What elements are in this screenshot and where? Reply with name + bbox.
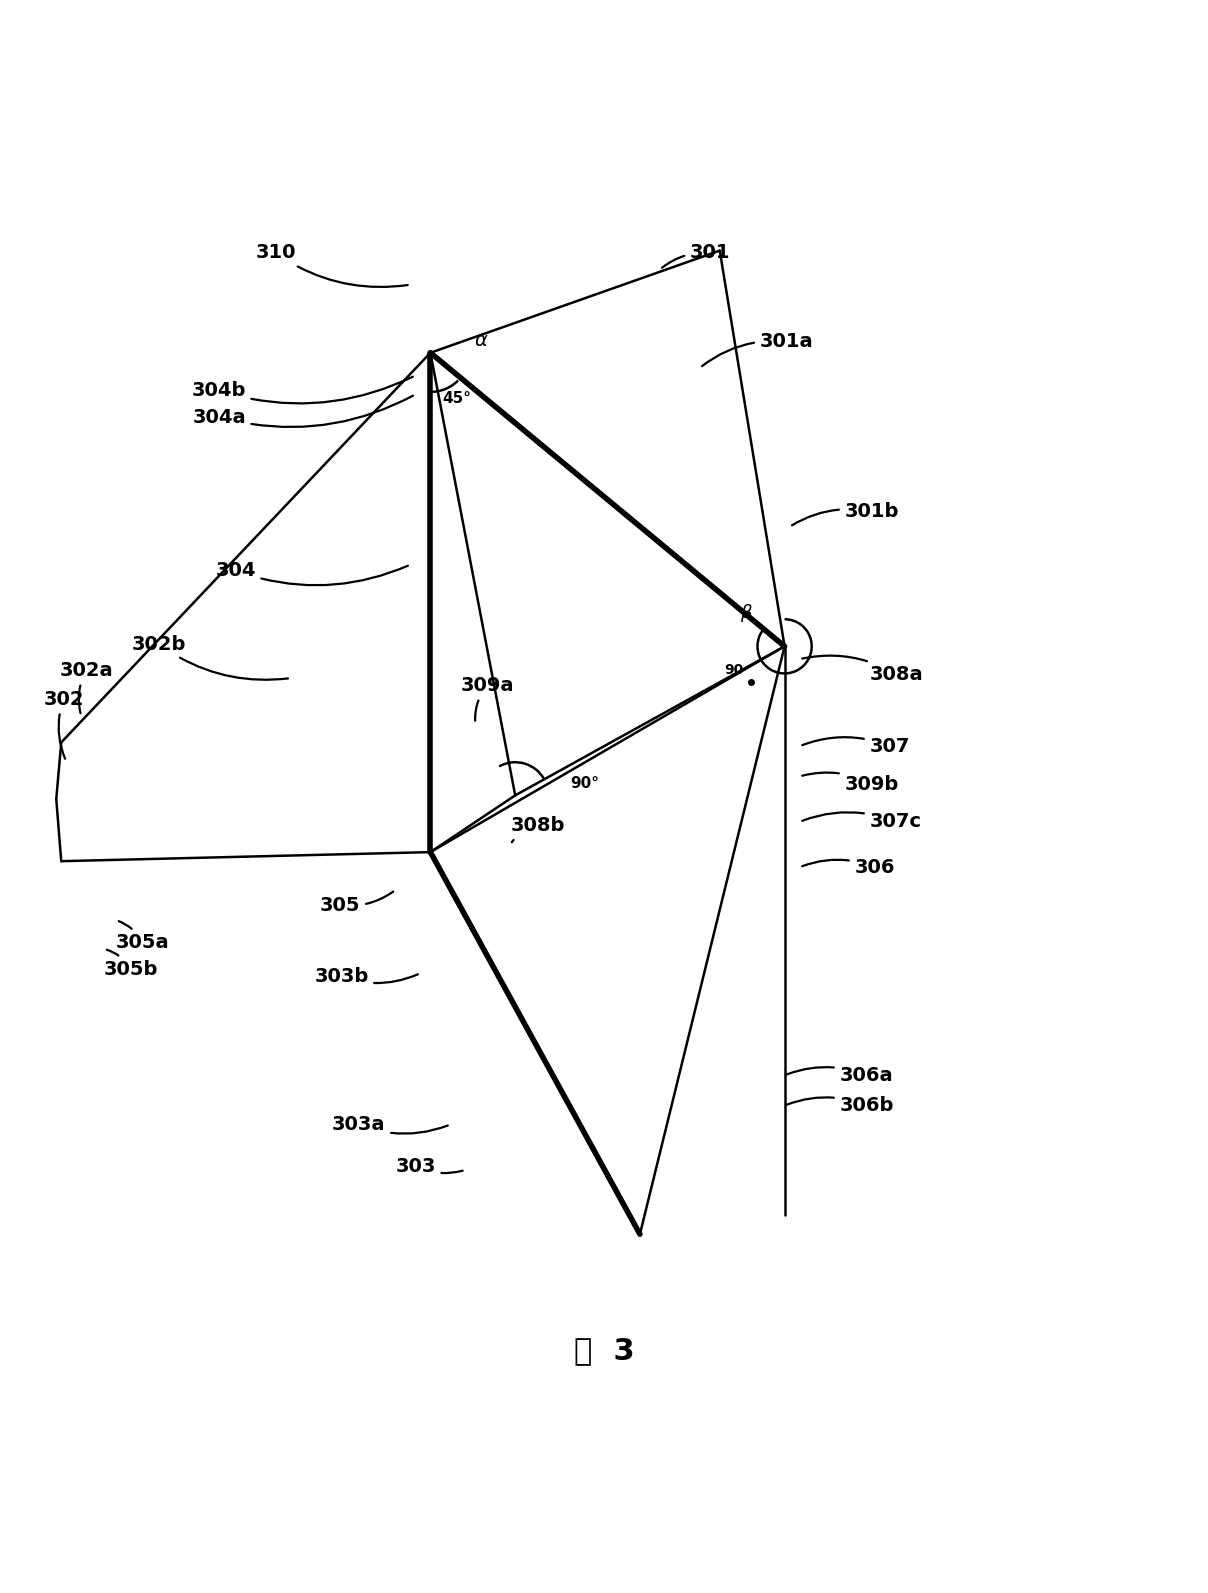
Text: 302b: 302b	[132, 634, 288, 680]
Text: 306: 306	[802, 857, 895, 876]
Text: 301a: 301a	[702, 331, 813, 366]
Text: 301b: 301b	[792, 502, 899, 526]
Text: 306a: 306a	[788, 1066, 893, 1085]
Text: 307: 307	[802, 736, 910, 755]
Text: 303b: 303b	[314, 967, 418, 986]
Text: α: α	[475, 331, 488, 350]
Text: 302: 302	[43, 690, 83, 758]
Text: 45°: 45°	[442, 390, 471, 406]
Text: β: β	[741, 604, 751, 621]
Text: 305b: 305b	[104, 949, 158, 978]
Text: 302a: 302a	[59, 661, 112, 714]
Text: 308b: 308b	[510, 816, 564, 843]
Text: 301: 301	[662, 244, 731, 268]
Text: 304: 304	[215, 561, 408, 585]
Text: 304b: 304b	[191, 376, 413, 403]
Text: 图  3: 图 3	[574, 1337, 634, 1365]
Text: 90: 90	[725, 663, 744, 677]
Text: 90°: 90°	[570, 776, 599, 790]
Text: 306b: 306b	[788, 1096, 894, 1115]
Text: 304a: 304a	[192, 395, 413, 427]
Text: 305a: 305a	[116, 921, 170, 953]
Text: 303: 303	[395, 1157, 463, 1176]
Text: 309a: 309a	[460, 675, 513, 720]
Text: 310: 310	[255, 244, 407, 287]
Text: 307c: 307c	[802, 812, 922, 832]
Text: 309b: 309b	[802, 773, 899, 793]
Text: 308a: 308a	[802, 656, 923, 683]
Text: 303a: 303a	[332, 1115, 448, 1134]
Text: 305: 305	[320, 892, 394, 914]
